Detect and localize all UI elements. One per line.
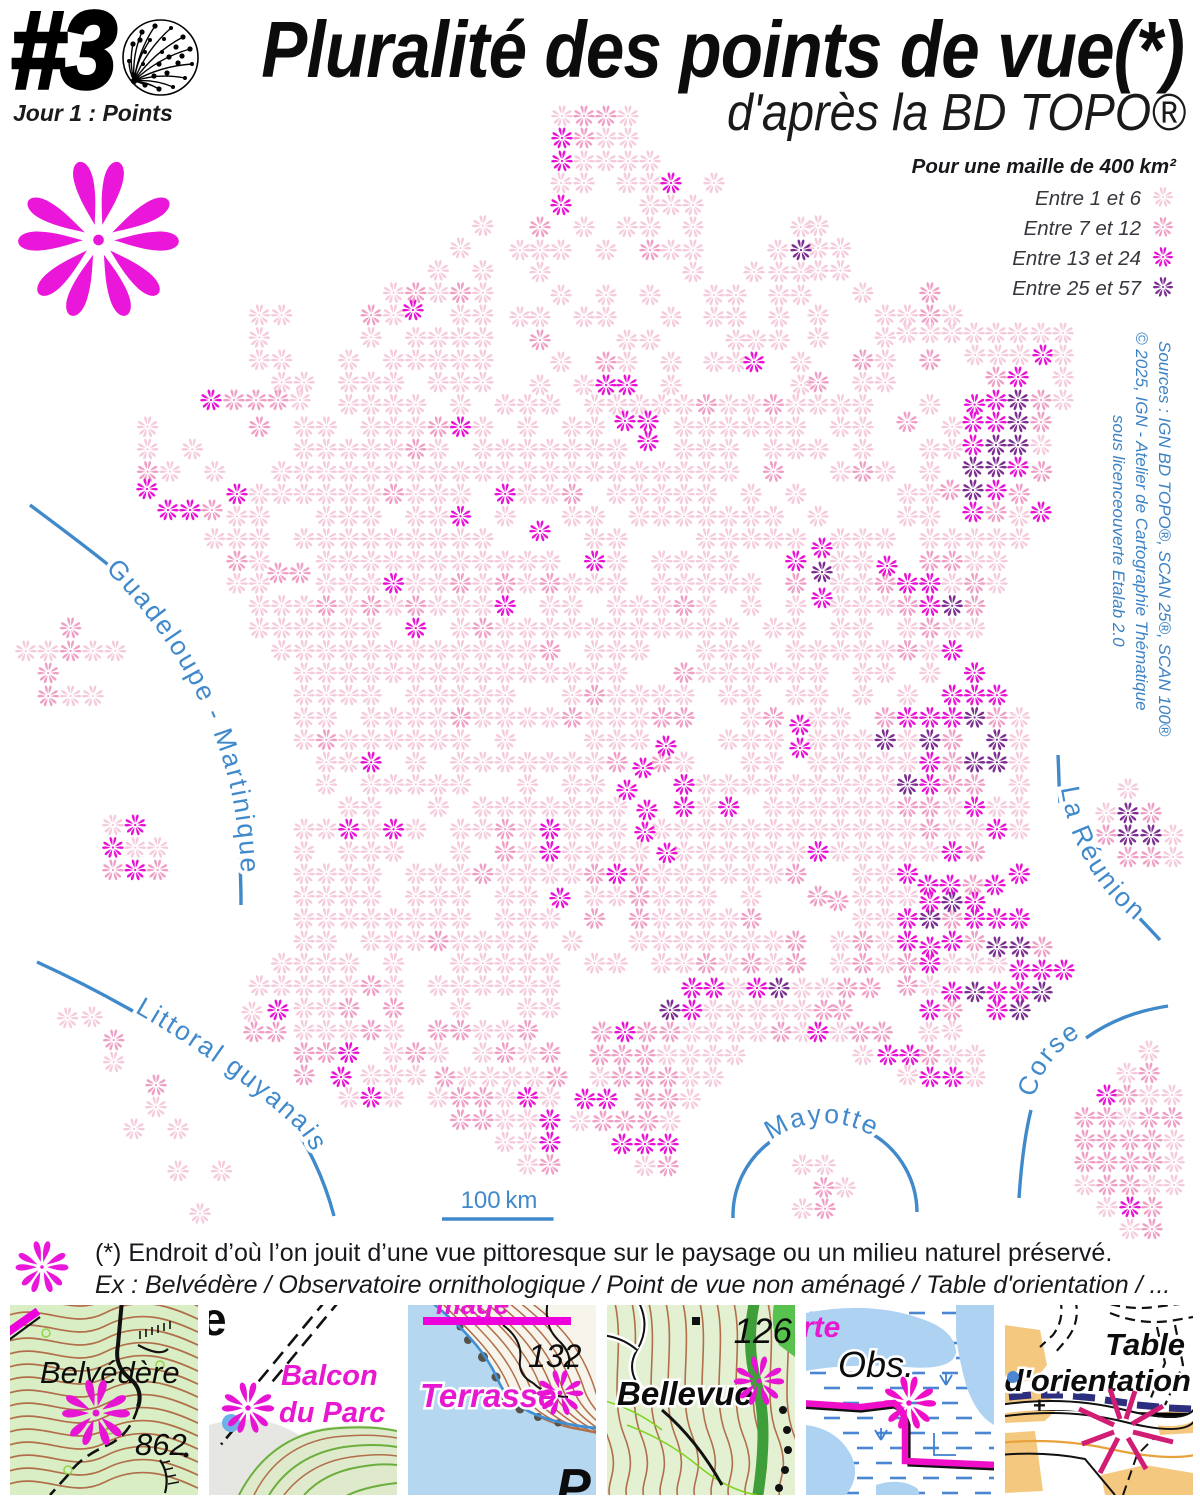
- svg-text:Table: Table: [1105, 1327, 1185, 1362]
- svg-text:Belvédère: Belvédère: [40, 1355, 180, 1390]
- svg-text:862: 862: [135, 1427, 187, 1462]
- svg-text:d'orientation: d'orientation: [1005, 1363, 1191, 1398]
- svg-text:P: P: [556, 1459, 591, 1495]
- svg-text:Terrasse: Terrasse: [420, 1377, 556, 1414]
- svg-text:132: 132: [528, 1338, 582, 1374]
- svg-text:du Parc: du Parc: [279, 1397, 385, 1429]
- svg-text:© 2025, IGN - Atelier de Carto: © 2025, IGN - Atelier de Cartographie Th…: [1132, 332, 1151, 711]
- svg-text:Obs.: Obs.: [838, 1344, 914, 1385]
- svg-text:e: e: [209, 1305, 227, 1345]
- svg-text:Bellevue: Bellevue: [617, 1375, 753, 1412]
- svg-text:126: 126: [734, 1312, 793, 1351]
- svg-text:+: +: [1033, 1393, 1046, 1418]
- svg-text:sous licenceouverte Etalab 2.0: sous licenceouverte Etalab 2.0: [1109, 415, 1128, 647]
- svg-text:mage: mage: [436, 1305, 509, 1320]
- svg-text:100 km: 100 km: [461, 1187, 538, 1214]
- svg-text:rte: rte: [806, 1311, 840, 1344]
- svg-text:Sources : IGN BD TOPO®, SCAN 2: Sources : IGN BD TOPO®, SCAN 25®, SCAN 1…: [1155, 341, 1174, 737]
- svg-text:Balcon: Balcon: [281, 1360, 378, 1392]
